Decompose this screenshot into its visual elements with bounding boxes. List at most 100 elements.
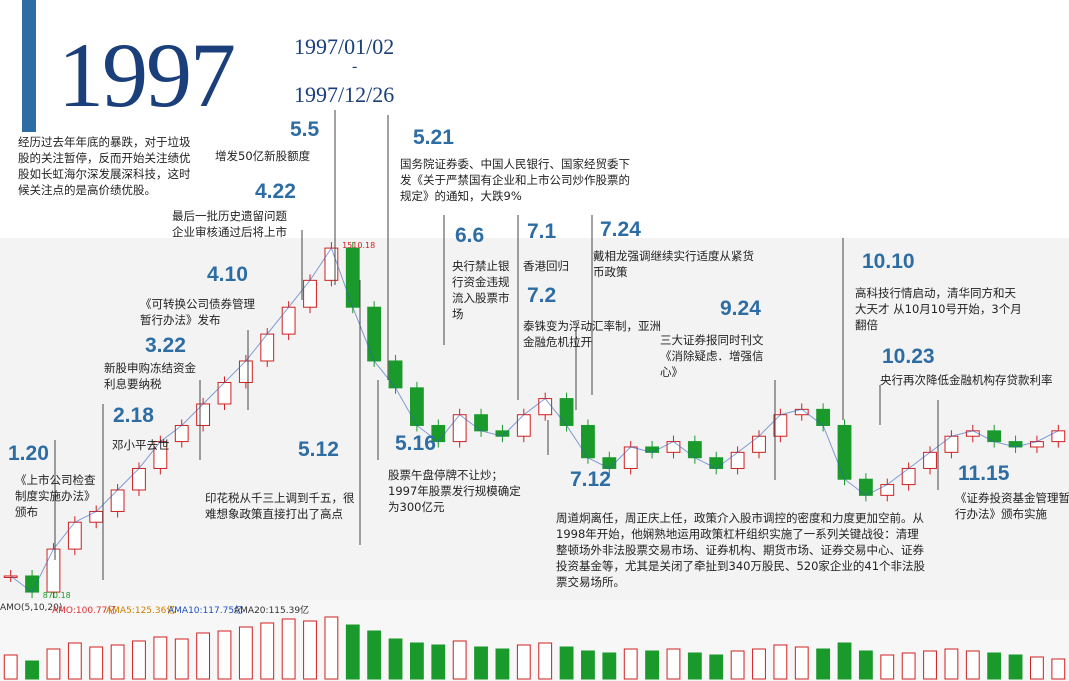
candle: [623, 446, 638, 469]
price-line: [10, 246, 1059, 593]
volume-bar: [260, 622, 275, 680]
event-text: 三大证券报同时刊文《消除疑虑．增强信心》: [660, 333, 764, 379]
event-text: 增发50亿新股额度: [215, 149, 311, 163]
candle: [324, 247, 339, 281]
volume-bar: [324, 616, 339, 680]
volume-bar: [238, 626, 253, 680]
event-text: 香港回归: [523, 259, 569, 273]
volume-legend: AMO(5,10,20): [0, 603, 63, 613]
event-text: 最后一批历史遗留问题企业审核通过后将上市: [172, 209, 287, 239]
volume-bar: [132, 640, 146, 680]
volume-bar: [687, 652, 702, 680]
volume-bar: [901, 652, 916, 680]
candle: [303, 279, 317, 308]
volume-legend: AMO:100.77亿: [52, 606, 117, 616]
year: 1997: [58, 24, 236, 126]
volume-bar: [1051, 658, 1066, 680]
volume-bar: [174, 638, 189, 680]
candle: [281, 306, 296, 335]
candle: [559, 398, 574, 426]
date-dash: -: [352, 58, 358, 75]
volume-bar: [816, 648, 831, 680]
end-date: 1997/12/26: [294, 82, 395, 107]
volume-bar: [431, 644, 446, 680]
event-date: 7.24: [600, 218, 641, 241]
candle: [345, 247, 360, 308]
candle: [46, 548, 61, 593]
event-date: 1.20: [8, 442, 49, 465]
volume-bar: [858, 650, 873, 680]
volume-bar: [965, 650, 980, 680]
candle: [923, 451, 937, 469]
candle: [474, 414, 488, 432]
candle: [773, 414, 788, 437]
candle: [880, 484, 895, 496]
event-date: 5.21: [413, 126, 454, 149]
volume-legend: AMA10:117.75亿: [168, 606, 244, 616]
volume-bar: [89, 646, 104, 680]
intro-note: 经历过去年年底的暴跌，对于垃圾股的关注暂停，反而开始关注绩优股如长虹海尔深发展深…: [18, 135, 191, 197]
event-date: 2.18: [113, 404, 154, 427]
accent-bar: [22, 0, 36, 132]
volume-bar: [666, 648, 681, 680]
volume-bar: [281, 618, 296, 680]
volume-bar: [516, 644, 531, 680]
volume-bar: [345, 624, 360, 680]
volume-bar: [581, 650, 595, 680]
volume-bar: [388, 638, 403, 680]
volume-bar: [474, 646, 488, 680]
event-date: 4.22: [255, 180, 296, 203]
event-text: 泰铢变为浮动汇率制，亚洲金融危机拉开: [523, 319, 661, 349]
volume-legend: AMA20:115.39亿: [234, 606, 310, 616]
high-label: 1510.18: [342, 241, 375, 250]
candle: [196, 403, 211, 426]
candle: [944, 435, 959, 453]
volume-bar: [538, 642, 553, 680]
volume-bar: [1008, 654, 1023, 680]
event-date: 7.1: [527, 220, 557, 243]
candle: [67, 521, 82, 550]
candle: [538, 398, 553, 416]
volume-bar: [367, 630, 382, 680]
event-date: 3.22: [145, 334, 186, 357]
candle: [516, 414, 531, 437]
volume-bar: [645, 650, 660, 680]
volume-bar: [773, 644, 788, 680]
volume-bar: [303, 620, 317, 680]
candle: [730, 451, 745, 469]
candle: [217, 381, 232, 405]
volume-bar: [709, 654, 724, 680]
volume-bar: [110, 644, 125, 680]
event-date: 10.10: [862, 250, 915, 273]
low-label: 870.18: [43, 591, 71, 600]
volume-bar: [880, 654, 895, 680]
volume-bar: [409, 642, 424, 680]
candle: [132, 467, 146, 491]
event-date: 7.12: [570, 468, 611, 491]
event-date: 5.5: [290, 118, 320, 141]
event-text: 新股申购冻结资金利息要纳税: [104, 361, 196, 391]
candle: [752, 435, 766, 453]
candle: [602, 457, 617, 469]
volume-bar: [623, 648, 638, 680]
event-text: 周道炯离任，周正庆上任，政策介入股市调控的密度和力度更加空前。从1998年开始，…: [556, 511, 926, 589]
candle: [238, 360, 253, 383]
event-date: 5.12: [298, 438, 339, 461]
volume-bar: [67, 642, 82, 680]
chart-bg: [0, 238, 1069, 600]
start-date: 1997/01/02: [294, 34, 395, 59]
volume-bar: [923, 650, 937, 680]
volume-bar: [752, 648, 766, 680]
volume-bar: [452, 640, 467, 680]
event-text: 高科技行情启动，清华同方和天大天才 从10月10号开始，3个月翻倍: [855, 286, 1022, 332]
candle: [260, 333, 275, 362]
volume-bar: [730, 650, 745, 680]
event-text: 印花税从千三上调到千五，很难想象政策直接打出了高点: [205, 491, 355, 521]
event-date: 11.15: [958, 462, 1010, 485]
candle: [987, 430, 1002, 443]
event-text: 《证券投资基金管理暂行办法》颁布实施: [955, 491, 1069, 521]
volume-bar: [217, 630, 232, 680]
candle: [1051, 430, 1066, 443]
